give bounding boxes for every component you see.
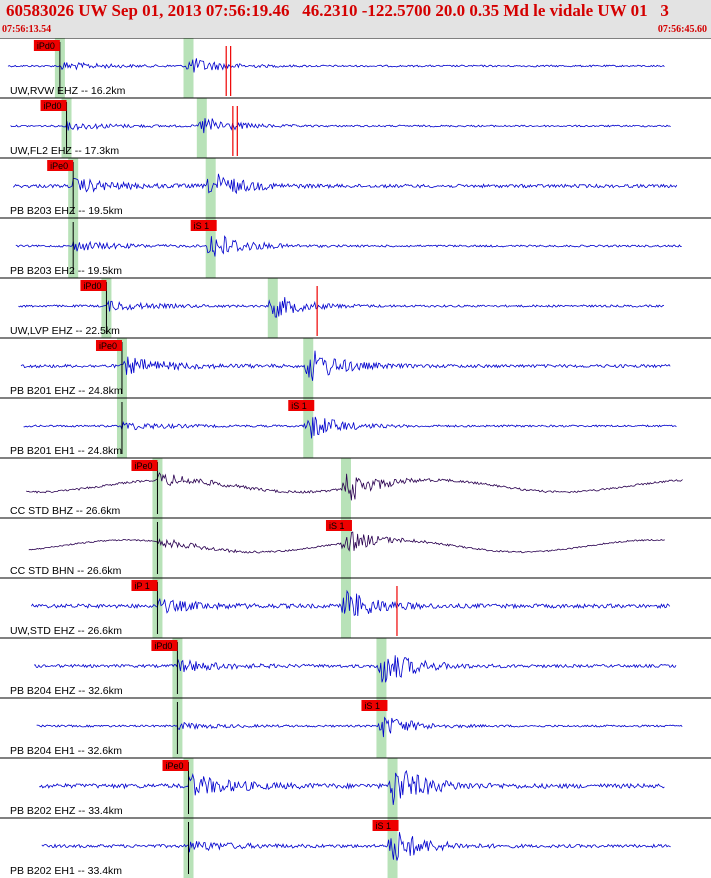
pick-label: iPe0 — [99, 341, 117, 351]
pick-label: iS 1 — [194, 221, 210, 231]
trace-11[interactable]: iPd0 PB B204 EHZ -- 32.6km — [10, 640, 677, 697]
pick-box — [288, 400, 315, 411]
waveform — [26, 472, 683, 501]
time-start-label: 07:56:13.54 — [2, 24, 52, 35]
station-label: PB B202 EH1 -- 33.4km — [10, 865, 122, 877]
trace-1[interactable]: iPd0 UW,RVW EHZ -- 16.2km — [7, 40, 665, 97]
pick-box — [131, 580, 158, 591]
waveform — [23, 416, 677, 439]
waveform — [39, 770, 665, 805]
trace-5[interactable]: iPd0 UW,LVP EHZ -- 22.5km — [10, 280, 665, 337]
pick-label: iPe0 — [134, 461, 152, 471]
pick-box — [47, 160, 74, 171]
waveform — [12, 173, 678, 195]
waveform — [18, 297, 665, 318]
pick-box — [95, 340, 122, 351]
time-end-label: 07:56:45.60 — [657, 24, 707, 35]
station-label: UW,STD EHZ -- 26.6km — [10, 625, 122, 637]
waveform — [41, 832, 671, 861]
pick-label: iS 1 — [376, 821, 392, 831]
station-label: PB B201 EHZ -- 24.8km — [10, 385, 123, 397]
pick-label: iPd0 — [37, 41, 55, 51]
trace-group: iPd0 UW,RVW EHZ -- 16.2km iPd0 UW,FL2 EHZ -… — [7, 40, 683, 877]
trace-6[interactable]: iPe0 PB B201 EHZ -- 24.8km — [10, 340, 671, 397]
station-label: PB B203 EHZ -- 19.5km — [10, 205, 123, 217]
trace-7[interactable]: iS 1 PB B201 EH1 -- 24.8km — [10, 400, 677, 457]
station-label: UW,LVP EHZ -- 22.5km — [10, 325, 120, 337]
trace-2[interactable]: iPd0 UW,FL2 EHZ -- 17.3km — [10, 100, 671, 157]
trace-13[interactable]: iPe0 PB B202 EHZ -- 33.4km — [10, 760, 665, 817]
pick-box — [131, 460, 158, 471]
station-label: PB B202 EHZ -- 33.4km — [10, 805, 123, 817]
trace-8[interactable]: iPe0 CC STD BHZ -- 26.6km — [10, 460, 683, 517]
event-title: 60583026 UW Sep 01, 2013 07:56:19.46 46.… — [6, 1, 669, 20]
waveform — [15, 235, 682, 257]
station-label: CC STD BHN -- 26.6km — [10, 565, 122, 577]
station-label: UW,FL2 EHZ -- 17.3km — [10, 145, 119, 157]
station-label: PB B204 EH1 -- 32.6km — [10, 745, 122, 757]
pick-box — [33, 40, 60, 51]
station-label: UW,RVW EHZ -- 16.2km — [10, 85, 126, 97]
waveform — [10, 118, 671, 134]
trace-4[interactable]: iS 1 PB B203 EH2 -- 19.5km — [10, 220, 682, 277]
pick-box — [151, 640, 178, 651]
trace-3[interactable]: iPe0 PB B203 EHZ -- 19.5km — [10, 160, 678, 217]
waveform — [28, 531, 665, 554]
station-label: PB B204 EHZ -- 32.6km — [10, 685, 123, 697]
pick-box — [190, 220, 217, 231]
pick-label: iP 1 — [134, 581, 149, 591]
pick-label: iPd0 — [83, 281, 101, 291]
waveform — [7, 58, 665, 73]
waveform — [31, 589, 671, 617]
trace-14[interactable]: iS 1 PB B202 EH1 -- 33.4km — [10, 820, 671, 877]
waveform — [33, 655, 677, 683]
station-label: PB B201 EH1 -- 24.8km — [10, 445, 122, 457]
pick-box — [80, 280, 107, 291]
pick-label: iS 1 — [291, 401, 307, 411]
pick-label: iS 1 — [364, 701, 380, 711]
pick-box — [325, 520, 352, 531]
pick-box — [162, 760, 189, 771]
trace-12[interactable]: iS 1 PB B204 EH1 -- 32.6km — [10, 700, 683, 757]
pick-label: iS 1 — [329, 521, 345, 531]
pick-box — [40, 100, 67, 111]
pick-box — [361, 700, 388, 711]
station-label: CC STD BHZ -- 26.6km — [10, 505, 121, 517]
pick-label: iPd0 — [154, 641, 172, 651]
trace-9[interactable]: iS 1 CC STD BHN -- 26.6km — [10, 520, 665, 577]
event-header: 60583026 UW Sep 01, 2013 07:56:19.46 46.… — [0, 0, 711, 38]
pick-label: iPe0 — [50, 161, 68, 171]
trace-10[interactable]: iP 1 UW,STD EHZ -- 26.6km — [10, 580, 671, 637]
station-label: PB B203 EH2 -- 19.5km — [10, 265, 122, 277]
waveform — [36, 716, 683, 738]
trace-separators — [0, 38, 711, 819]
pick-label: iPe0 — [166, 761, 184, 771]
seismogram-panel[interactable]: iPd0 UW,RVW EHZ -- 16.2km iPd0 UW,FL2 EHZ -… — [0, 38, 711, 878]
pick-label: iPd0 — [44, 101, 62, 111]
waveform — [20, 350, 671, 381]
pick-box — [372, 820, 399, 831]
